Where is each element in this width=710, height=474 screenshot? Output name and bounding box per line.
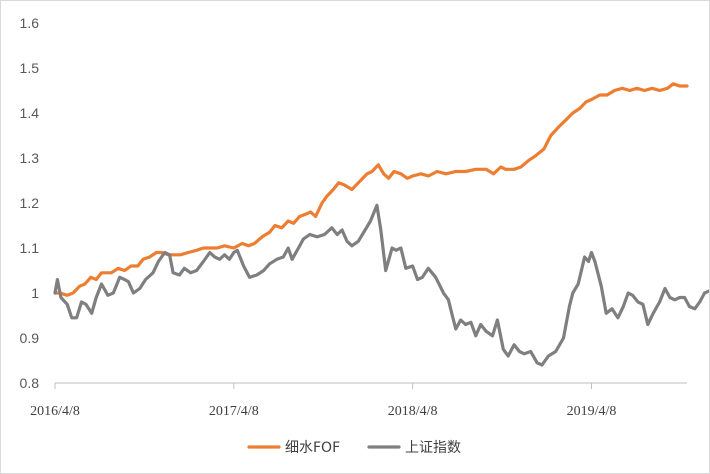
y-tick-label: 1: [31, 285, 39, 301]
y-tick-label: 0.9: [20, 330, 40, 346]
x-tick-label: 2017/4/8: [209, 404, 259, 419]
y-tick-label: 1.3: [20, 150, 40, 166]
series-line-2: [53, 203, 709, 367]
y-tick-label: 1.4: [20, 105, 40, 121]
x-tick-label: 2016/4/8: [30, 404, 80, 419]
x-axis: 2016/4/8 2017/4/8 2018/4/8 2019/4/8: [30, 382, 687, 419]
legend-label-2: 上证指数: [405, 440, 461, 456]
legend: 细水FOF 上证指数: [247, 440, 461, 456]
y-axis-tick-labels: 0.8 0.9 1 1.1 1.2 1.3 1.4 1.5 1.6: [20, 15, 40, 391]
x-tick-label: 2018/4/8: [388, 404, 438, 419]
legend-label-1: 细水FOF: [285, 440, 340, 456]
y-tick-label: 1.1: [20, 240, 40, 256]
series-line-1: [53, 82, 689, 297]
y-tick-label: 1.5: [20, 60, 40, 76]
y-tick-label: 1.6: [20, 15, 40, 31]
series-layer: [53, 82, 709, 367]
x-tick-label: 2019/4/8: [567, 404, 617, 419]
y-tick-label: 0.8: [20, 375, 40, 391]
y-tick-label: 1.2: [20, 195, 40, 211]
